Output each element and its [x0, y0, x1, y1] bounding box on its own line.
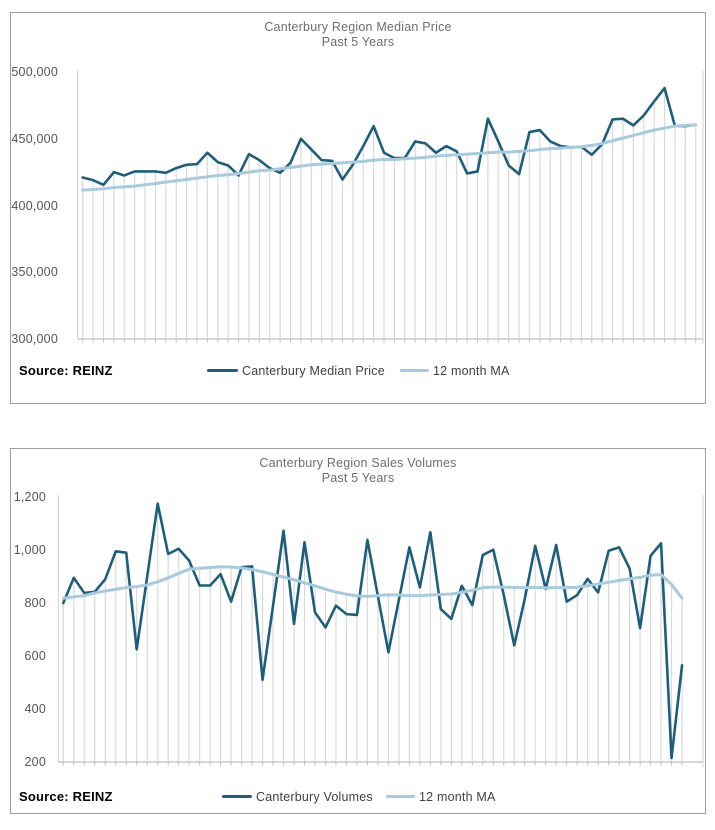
source-label: Source: REINZ [19, 789, 113, 804]
chart-title-line2: Past 5 Years [321, 471, 395, 485]
y-axis-tick-label: 300,000 [11, 332, 58, 346]
legend-line-sample-volumes [222, 795, 252, 798]
y-axis-tick-label: 400 [24, 702, 46, 716]
sales-volumes-chart-panel: Canterbury Region Sales Volumes Past 5 Y… [10, 448, 706, 814]
y-axis-tick-label: 200 [24, 755, 46, 769]
legend-label-volumes: Canterbury Volumes [256, 790, 373, 804]
y-axis-tick-label: 1,200 [13, 490, 46, 504]
chart-title-line1: Canterbury Region Median Price [264, 20, 452, 34]
chart-title-line2: Past 5 Years [321, 35, 395, 49]
legend-line-sample-ma [400, 369, 429, 372]
source-label: Source: REINZ [19, 363, 113, 378]
legend-label-ma: 12 month MA [419, 790, 496, 804]
series-line-moving-average [61, 565, 684, 600]
sales-volumes-plot-area [57, 495, 704, 767]
y-axis-tick-label: 400,000 [11, 198, 58, 213]
y-axis-tick-label: 800 [24, 596, 46, 610]
median-price-chart-panel: Canterbury Region Median Price Past 5 Ye… [10, 12, 706, 404]
legend-label-ma: 12 month MA [433, 364, 510, 378]
legend-label-median-price: Canterbury Median Price [242, 364, 385, 378]
chart-title-line1: Canterbury Region Sales Volumes [259, 456, 457, 470]
series-line-main [61, 502, 684, 760]
y-axis-tick-label: 1,000 [13, 543, 46, 557]
legend-line-sample-median-price [207, 369, 238, 372]
series-line-moving-average [81, 123, 698, 192]
median-price-plot-area [77, 70, 704, 344]
legend-line-sample-ma [386, 795, 415, 798]
y-axis-tick-label: 450,000 [11, 131, 58, 146]
y-axis-tick-label: 600 [24, 649, 46, 663]
series-line-main [81, 86, 698, 187]
median-price-chart-title: Canterbury Region Median Price Past 5 Ye… [11, 20, 705, 50]
sales-volumes-chart-title: Canterbury Region Sales Volumes Past 5 Y… [11, 456, 705, 486]
y-axis-tick-label: 500,000 [11, 65, 58, 79]
y-axis-tick-label: 350,000 [11, 265, 58, 280]
